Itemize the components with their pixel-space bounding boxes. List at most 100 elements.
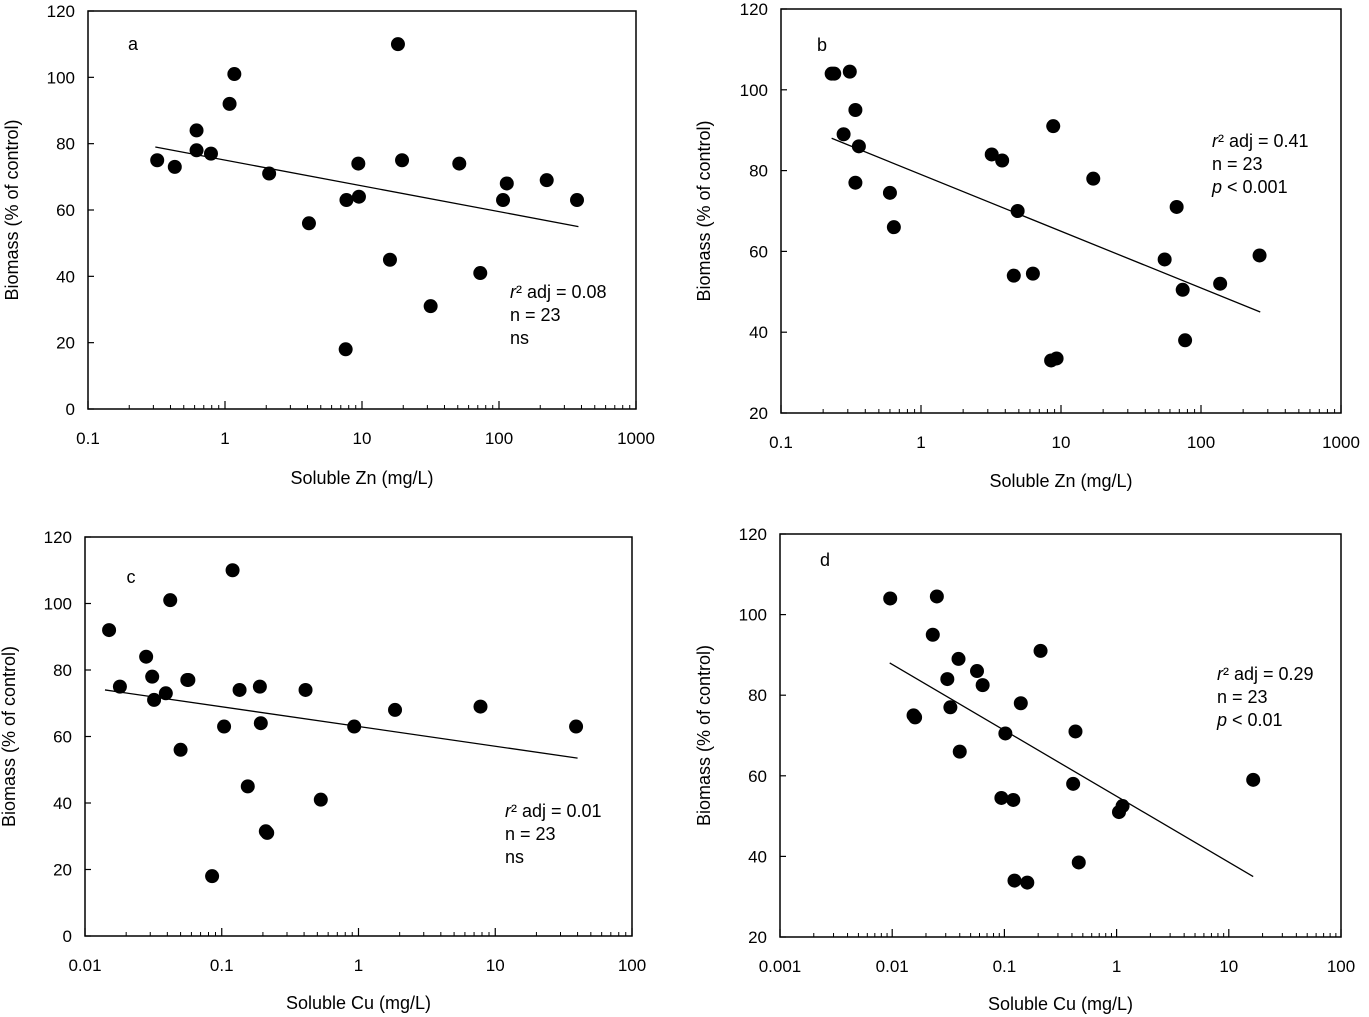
y-axis-label: Biomass (% of control): [694, 120, 714, 301]
data-point: [1066, 776, 1081, 791]
data-point: [1007, 873, 1022, 888]
y-tick-label: 80: [53, 661, 72, 680]
data-point: [252, 679, 267, 694]
data-point: [1033, 643, 1048, 658]
data-point: [1025, 266, 1040, 281]
regression-line: [831, 137, 1261, 313]
data-point: [984, 147, 999, 162]
y-axis-label: Biomass (% of control): [694, 645, 714, 826]
data-point: [1046, 119, 1061, 134]
y-tick-label: 100: [44, 595, 72, 614]
data-point: [347, 719, 362, 734]
y-tick-label: 80: [749, 162, 768, 181]
data-point: [883, 591, 898, 606]
data-point: [181, 672, 196, 687]
data-point: [1068, 724, 1083, 739]
stat-significance: p < 0.001: [1211, 177, 1288, 197]
data-point: [382, 252, 397, 267]
data-point: [836, 127, 851, 142]
data-point: [167, 159, 182, 174]
y-tick-label: 120: [44, 528, 72, 547]
data-point: [848, 103, 863, 117]
y-tick-label: 40: [56, 267, 75, 286]
data-point: [951, 651, 966, 666]
x-tick-label: 100: [485, 429, 513, 448]
y-tick-label: 100: [740, 81, 768, 100]
y-tick-label: 80: [748, 686, 767, 705]
panel-letter: c: [127, 567, 136, 587]
panel-b: 0.1 1 10 100 1000 20 40 60 80 100 120 Soluble Zn (m…: [694, 0, 1360, 491]
data-point: [1006, 268, 1021, 283]
data-point: [338, 342, 353, 357]
data-point: [929, 589, 944, 604]
data-point: [1010, 204, 1025, 218]
data-point: [995, 153, 1010, 168]
data-point: [112, 679, 127, 694]
data-point: [240, 779, 255, 794]
data-point: [882, 185, 897, 200]
data-point: [173, 742, 188, 757]
y-tick-label: 120: [47, 2, 75, 21]
panel-c: 0.01 0.1 1 10 100 0 20 40 60 80 100 120 Soluble Cu (…: [0, 528, 646, 1013]
stats-annotation: r² adj = 0.29 n = 23 p < 0.01: [1216, 664, 1314, 730]
y-tick-label: 20: [748, 928, 767, 947]
data-point: [1020, 875, 1035, 890]
y-tick-label: 60: [749, 242, 768, 261]
data-point: [232, 682, 247, 697]
y-tick-label: 40: [749, 323, 768, 342]
x-tick-label: 1: [916, 433, 925, 452]
x-tick-label: 1: [1112, 957, 1121, 976]
y-tick-label: 120: [740, 0, 768, 19]
data-point: [473, 699, 488, 714]
data-point: [952, 744, 967, 759]
plot-frame: [87, 10, 637, 410]
plot-frame: [780, 8, 1342, 414]
y-tick-label: 100: [739, 606, 767, 625]
data-point: [848, 175, 863, 190]
stat-r2: r² adj = 0.29: [1217, 664, 1314, 684]
data-point: [163, 593, 178, 608]
stat-r2: r² adj = 0.08: [510, 282, 607, 302]
data-point: [227, 67, 242, 82]
plot-frame: [779, 533, 1342, 938]
x-tick-label: 1: [220, 429, 229, 448]
x-tick-label: 10: [1052, 433, 1071, 452]
data-point: [1049, 351, 1064, 366]
data-point: [998, 726, 1013, 741]
x-tick-label: 0.001: [759, 957, 802, 976]
panel-letter: a: [128, 34, 139, 54]
data-point: [539, 173, 554, 188]
data-point: [1071, 855, 1086, 870]
data-point: [222, 96, 237, 111]
data-point: [301, 216, 316, 231]
y-tick-label: 20: [53, 861, 72, 880]
y-tick-label: 0: [63, 927, 72, 946]
x-axis-label: Soluble Zn (mg/L): [290, 468, 433, 488]
y-tick-label: 100: [47, 68, 75, 87]
data-point: [886, 220, 901, 235]
data-point: [496, 193, 511, 208]
data-point: [253, 716, 268, 731]
data-point: [351, 156, 366, 171]
data-point: [313, 792, 328, 807]
y-tick-label: 40: [53, 794, 72, 813]
data-point: [473, 266, 488, 281]
data-point: [189, 123, 204, 138]
data-point: [262, 166, 277, 181]
y-tick-label: 80: [56, 135, 75, 154]
data-point: [189, 143, 204, 158]
x-axis-label: Soluble Zn (mg/L): [989, 471, 1132, 491]
data-point: [339, 193, 354, 208]
x-tick-label: 0.1: [210, 956, 234, 975]
panel-a: 0.1 1 10 100 1000 0 20 40 60 80 100 120 Soluble Zn (…: [2, 2, 655, 488]
data-point: [940, 672, 955, 687]
data-point: [842, 64, 857, 79]
data-point: [1115, 799, 1130, 814]
y-tick-label: 20: [749, 404, 768, 423]
y-axis-label: Biomass (% of control): [0, 646, 19, 827]
stat-n: n = 23: [510, 305, 561, 325]
data-point: [943, 700, 958, 715]
x-tick-label: 1000: [617, 429, 655, 448]
stats-annotation: r² adj = 0.08 n = 23 ns: [510, 282, 607, 348]
data-point: [1213, 276, 1228, 291]
